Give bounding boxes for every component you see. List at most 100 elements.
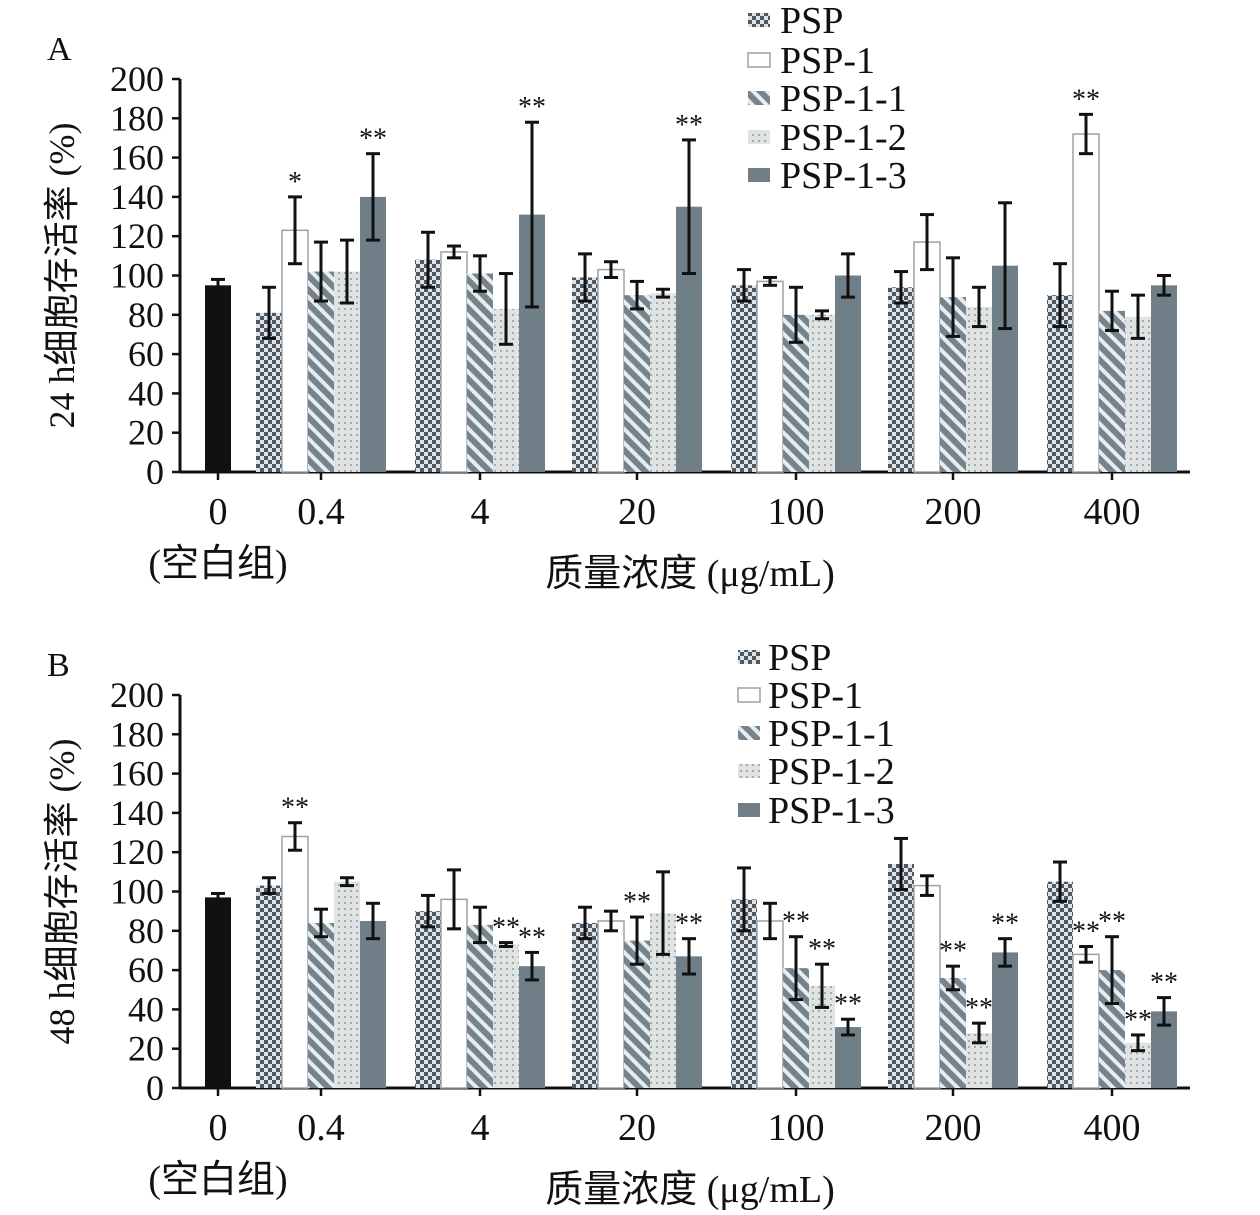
significance-label: ** <box>623 887 651 918</box>
y-tick-label: 180 <box>110 98 164 138</box>
y-tick-label: 160 <box>110 754 164 794</box>
significance-label: ** <box>1098 907 1126 938</box>
significance-label: ** <box>782 907 810 938</box>
bar-psp-1-1 <box>940 977 966 1088</box>
bar-psp <box>415 259 441 472</box>
legend-swatch <box>748 130 770 144</box>
significance-label: ** <box>939 936 967 967</box>
significance-label: ** <box>492 913 520 944</box>
y-tick-label: 40 <box>128 989 164 1029</box>
bar-psp <box>572 922 598 1088</box>
y-tick-label: 60 <box>128 950 164 990</box>
bar-psp-1 <box>597 920 625 1089</box>
legend-label: PSP-1-1 <box>768 713 895 755</box>
y-tick-label: 0 <box>146 1068 164 1108</box>
bar-control <box>205 897 231 1088</box>
significance-label: ** <box>965 993 993 1024</box>
legend-label: PSP-1-3 <box>780 155 907 197</box>
legend-label: PSP-1 <box>768 675 863 717</box>
control-sublabel: (空白组) <box>148 543 287 585</box>
x-tick-label: 4 <box>471 491 490 533</box>
significance-label: ** <box>834 989 862 1020</box>
legend-label: PSP-1-2 <box>768 751 895 793</box>
bar-psp <box>415 911 441 1088</box>
bar-psp-1-3 <box>519 966 545 1088</box>
y-tick-label: 100 <box>110 872 164 912</box>
significance-label: ** <box>991 909 1019 940</box>
x-tick-label: 4 <box>471 1107 490 1149</box>
legend-label: PSP <box>780 0 843 42</box>
bar-psp-1-2 <box>493 944 519 1088</box>
bar-psp-1 <box>913 884 941 1089</box>
y-tick-label: 80 <box>128 911 164 951</box>
bar-psp-1 <box>440 251 468 473</box>
control-sublabel: (空白组) <box>148 1159 287 1201</box>
x-tick-label: 0.4 <box>297 491 345 533</box>
bar-psp <box>256 885 282 1088</box>
bar-psp-1 <box>756 920 784 1089</box>
x-tick-label: 200 <box>925 491 982 533</box>
panel-label: B <box>47 647 70 684</box>
legend-swatch <box>738 726 760 740</box>
legend-swatch <box>748 168 770 182</box>
y-tick-label: 40 <box>128 373 164 413</box>
bar-psp-1-2 <box>1125 316 1151 472</box>
bar-psp-1 <box>597 268 625 473</box>
x-tick-label: 0.4 <box>297 1107 345 1149</box>
legend-swatch <box>738 764 760 778</box>
significance-label: ** <box>1072 917 1100 948</box>
y-tick-label: 100 <box>110 256 164 296</box>
y-tick-label: 180 <box>110 714 164 754</box>
y-axis-title: 24 h细胞存活率 (%) <box>42 123 82 429</box>
bar-psp <box>731 285 757 472</box>
y-tick-label: 200 <box>110 59 164 99</box>
y-tick-label: 200 <box>110 675 164 715</box>
x-axis-title: 质量浓度 (μg/mL) <box>545 553 835 595</box>
bar-psp-1-3 <box>835 275 861 472</box>
bar-psp <box>888 863 914 1088</box>
bar-psp-1-2 <box>809 314 835 472</box>
legend-swatch <box>737 687 761 703</box>
bar-control <box>205 285 231 472</box>
legend-swatch <box>748 13 770 27</box>
significance-label: ** <box>1150 968 1178 999</box>
legend-swatch <box>738 803 760 817</box>
bar-psp-1-3 <box>1151 285 1177 472</box>
y-tick-label: 160 <box>110 138 164 178</box>
y-tick-label: 140 <box>110 793 164 833</box>
bar-psp-1-3 <box>835 1027 861 1088</box>
significance-label: ** <box>1072 84 1100 115</box>
legend-label: PSP-1-1 <box>780 78 907 120</box>
bar-psp-1 <box>1072 133 1100 473</box>
x-tick-label: 400 <box>1084 491 1141 533</box>
bar-psp-1-3 <box>360 196 386 472</box>
y-tick-label: 0 <box>146 452 164 492</box>
significance-label: ** <box>675 110 703 141</box>
bar-psp-1-1 <box>467 273 493 472</box>
x-tick-label: 400 <box>1084 1107 1141 1149</box>
panel-label: A <box>47 31 72 68</box>
bar-psp-1-1 <box>1099 310 1125 472</box>
x-tick-label: 200 <box>925 1107 982 1149</box>
y-tick-label: 20 <box>128 413 164 453</box>
x-tick-label: 20 <box>618 491 656 533</box>
bar-psp-1-1 <box>308 271 334 472</box>
bar-psp-1-1 <box>624 295 650 472</box>
y-tick-label: 60 <box>128 334 164 374</box>
significance-label: ** <box>675 909 703 940</box>
bar-psp-1-2 <box>334 881 360 1088</box>
legend-label: PSP-1-3 <box>768 790 895 832</box>
bar-psp-1-1 <box>308 922 334 1088</box>
significance-label: ** <box>359 124 387 155</box>
y-tick-label: 120 <box>110 216 164 256</box>
x-tick-label: 20 <box>618 1107 656 1149</box>
bar-psp-1-1 <box>467 924 493 1088</box>
x-tick-label: 0 <box>209 491 228 533</box>
legend-swatch <box>747 52 771 68</box>
x-tick-label: 0 <box>209 1107 228 1149</box>
bar-psp-1 <box>281 229 309 473</box>
legend-label: PSP-1-2 <box>780 117 907 159</box>
